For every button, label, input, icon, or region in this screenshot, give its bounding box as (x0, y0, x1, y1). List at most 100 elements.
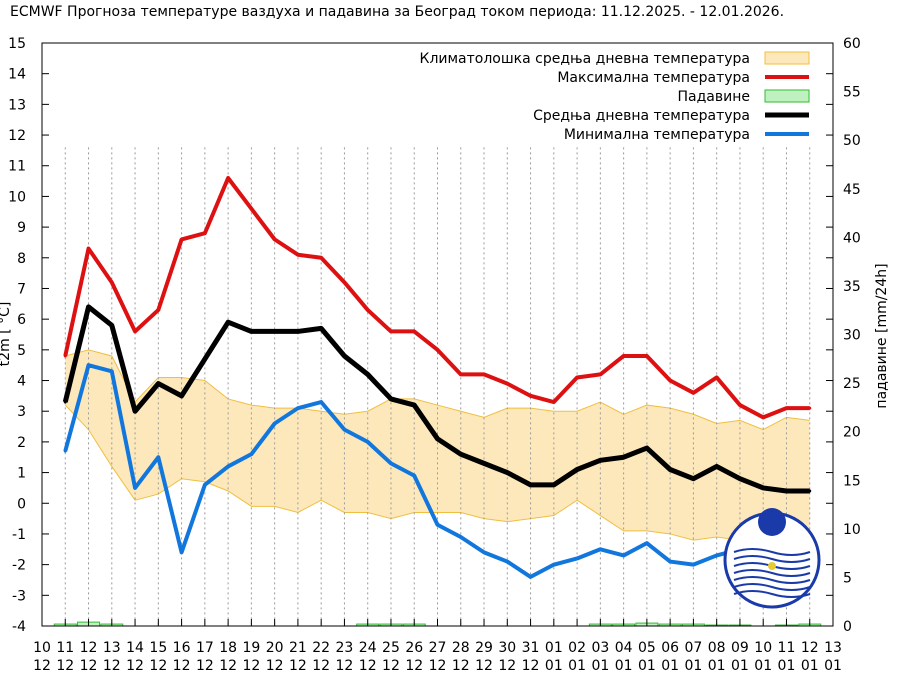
data-point (482, 550, 486, 554)
y2-tick-label: 40 (843, 230, 861, 246)
x-tick-month: 01 (731, 658, 749, 674)
data-point (668, 379, 672, 383)
data-point (761, 415, 765, 419)
data-point (529, 394, 533, 398)
data-point (715, 464, 719, 468)
logo-wave (733, 583, 811, 591)
data-point (598, 372, 602, 376)
data-point (808, 406, 812, 410)
data-point (668, 560, 672, 564)
y-tick-label: 4 (17, 374, 26, 390)
data-point (505, 471, 509, 475)
data-point (296, 329, 300, 333)
data-point (622, 354, 626, 358)
data-point (598, 458, 602, 462)
y-tick-label: -1 (12, 527, 26, 543)
data-point (691, 563, 695, 567)
y-tick-label: 15 (8, 36, 26, 52)
x-tick-label: 16 (173, 640, 191, 656)
y-tick-label: 14 (8, 67, 26, 83)
y2-tick-label: 15 (843, 473, 861, 489)
x-tick-month: 12 (475, 658, 493, 674)
x-tick-month: 12 (173, 658, 191, 674)
x-tick-label: 21 (289, 640, 307, 656)
y-tick-label: 7 (17, 281, 26, 297)
legend-label: Климатолошка средња дневна температура (420, 51, 751, 67)
data-point (319, 256, 323, 260)
x-tick-label: 30 (498, 640, 516, 656)
x-tick-label: 03 (591, 640, 609, 656)
x-tick-label: 27 (429, 640, 447, 656)
y2-tick-label: 0 (843, 619, 852, 635)
data-point (366, 308, 370, 312)
data-point (575, 556, 579, 560)
data-point (575, 375, 579, 379)
data-point (273, 329, 277, 333)
legend-label: Минимална температура (564, 127, 750, 143)
data-point (366, 440, 370, 444)
data-point (738, 403, 742, 407)
data-point (203, 231, 207, 235)
legend-label: Средња дневна температура (533, 108, 750, 124)
x-tick-label: 01 (545, 640, 563, 656)
climatology-band (65, 349, 810, 544)
y2-tick-label: 35 (843, 279, 861, 295)
data-point (645, 354, 649, 358)
x-tick-month: 01 (708, 658, 726, 674)
data-point (668, 468, 672, 472)
x-tick-month: 01 (801, 658, 819, 674)
x-tick-month: 12 (80, 658, 98, 674)
y-tick-label: 3 (17, 404, 26, 420)
data-point (598, 547, 602, 551)
data-point (226, 320, 230, 324)
data-point (156, 308, 160, 312)
x-tick-month: 01 (778, 658, 796, 674)
climatology-band-upper (65, 349, 810, 431)
x-tick-label: 28 (452, 640, 470, 656)
y-tick-label: 10 (8, 189, 26, 205)
y2-tick-label: 60 (843, 36, 861, 52)
data-point (691, 391, 695, 395)
logo-sun-icon (768, 562, 776, 570)
x-tick-label: 24 (359, 640, 377, 656)
x-tick-label: 09 (731, 640, 749, 656)
data-point (180, 550, 184, 554)
x-tick-label: 23 (336, 640, 354, 656)
data-point (156, 382, 160, 386)
chart-title: ECMWF Прогноза температуре ваздуха и пад… (10, 4, 785, 20)
x-tick-month: 12 (103, 658, 121, 674)
data-point (133, 409, 137, 413)
x-tick-month: 12 (312, 658, 330, 674)
x-tick-label: 11 (56, 640, 74, 656)
data-point (273, 237, 277, 241)
data-point (482, 372, 486, 376)
x-tick-label: 12 (801, 640, 819, 656)
x-tick-label: 22 (312, 640, 330, 656)
data-point (691, 477, 695, 481)
x-tick-month: 01 (661, 658, 679, 674)
data-point (738, 477, 742, 481)
x-tick-label: 06 (661, 640, 679, 656)
data-point (273, 421, 277, 425)
x-tick-month: 01 (615, 658, 633, 674)
y-tick-label: -3 (12, 588, 26, 604)
x-tick-month: 12 (266, 658, 284, 674)
x-tick-label: 10 (754, 640, 772, 656)
data-point (784, 406, 788, 410)
x-tick-month: 12 (452, 658, 470, 674)
data-point (552, 563, 556, 567)
data-point (63, 400, 67, 404)
data-point (133, 329, 137, 333)
data-point (552, 483, 556, 487)
x-tick-month: 01 (591, 658, 609, 674)
x-tick-label: 13 (103, 640, 121, 656)
logo-cloud-icon (758, 508, 786, 536)
data-point (645, 541, 649, 545)
data-point (226, 176, 230, 180)
data-point (249, 207, 253, 211)
data-point (156, 455, 160, 459)
data-point (342, 280, 346, 284)
y-tick-label: 6 (17, 312, 26, 328)
